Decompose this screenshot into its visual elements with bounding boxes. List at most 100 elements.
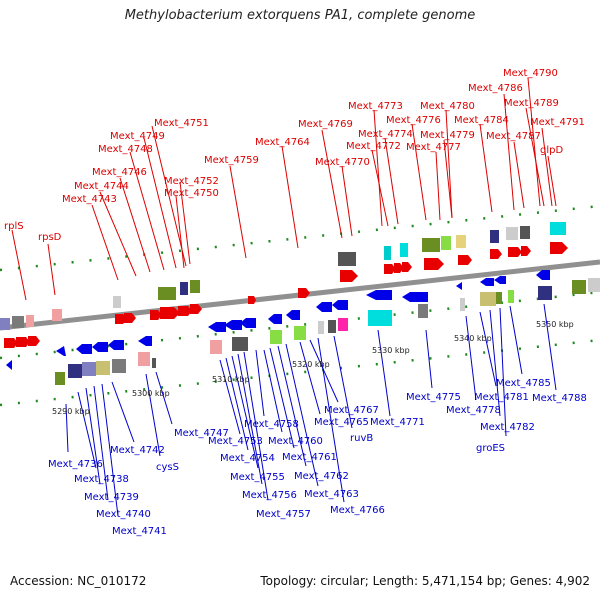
gene-arrow[interactable] xyxy=(16,337,30,347)
gene-arrow[interactable] xyxy=(190,304,202,314)
gene-box[interactable] xyxy=(550,222,566,235)
gene-box[interactable] xyxy=(55,372,65,385)
gene-label-bottom: Mext_4763 xyxy=(304,489,359,500)
genome-summary-text: Topology: circular; Length: 5,471,154 bp… xyxy=(260,574,590,588)
gene-box[interactable] xyxy=(112,359,126,373)
gene-label-top: Mext_4751 xyxy=(154,118,209,129)
gene-arrow[interactable] xyxy=(208,322,226,332)
gene-box[interactable] xyxy=(520,226,530,239)
gene-box[interactable] xyxy=(190,280,200,293)
gene-arrow[interactable] xyxy=(402,292,428,302)
gene-box[interactable] xyxy=(538,286,552,300)
gene-arrow[interactable] xyxy=(248,296,256,304)
gene-box[interactable] xyxy=(138,352,150,366)
gene-arrow[interactable] xyxy=(521,246,531,256)
gene-arrow[interactable] xyxy=(508,247,522,257)
gene-box[interactable] xyxy=(338,318,348,331)
gene-arrow[interactable] xyxy=(536,270,550,280)
gene-box[interactable] xyxy=(180,282,188,295)
gene-arrow[interactable] xyxy=(124,313,136,323)
gene-arrow[interactable] xyxy=(6,360,12,370)
tick-label: 5300 kbp xyxy=(132,389,170,398)
gene-box[interactable] xyxy=(210,340,222,354)
tick-label: 5340 kbp xyxy=(454,334,492,343)
gene-label-top: Mext_4743 xyxy=(62,194,117,205)
gene-arrow[interactable] xyxy=(28,336,40,346)
gene-box[interactable] xyxy=(270,330,282,344)
gene-box[interactable] xyxy=(400,243,408,257)
gene-box[interactable] xyxy=(460,298,465,311)
gene-arrow[interactable] xyxy=(402,262,412,272)
gene-box[interactable] xyxy=(158,287,176,300)
gene-box[interactable] xyxy=(456,235,466,248)
gene-arrow[interactable] xyxy=(160,307,180,319)
gene-arrow[interactable] xyxy=(178,306,192,316)
gene-arrow[interactable] xyxy=(456,282,462,290)
gene-label-top: Mext_4790 xyxy=(503,68,558,79)
gene-box[interactable] xyxy=(490,230,499,243)
bottom-callouts xyxy=(65,303,557,517)
gene-box[interactable] xyxy=(96,361,110,375)
gene-box[interactable] xyxy=(508,290,514,303)
gene-box[interactable] xyxy=(113,296,121,308)
gene-label-bottom: ruvB xyxy=(350,433,373,444)
gene-arrow[interactable] xyxy=(298,288,310,298)
gene-box[interactable] xyxy=(368,310,392,326)
gene-arrow[interactable] xyxy=(138,336,152,346)
gene-arrow[interactable] xyxy=(224,320,242,330)
gene-arrow[interactable] xyxy=(550,242,568,254)
gene-box[interactable] xyxy=(232,337,248,351)
gene-box[interactable] xyxy=(328,320,336,333)
gene-box[interactable] xyxy=(384,246,391,260)
gene-arrow[interactable] xyxy=(424,258,444,270)
gene-box[interactable] xyxy=(588,278,600,292)
gene-label-bottom: Mext_4756 xyxy=(242,490,297,501)
gene-arrow[interactable] xyxy=(76,344,92,354)
gene-box[interactable] xyxy=(338,252,356,266)
gene-arrow[interactable] xyxy=(4,338,18,348)
gene-label-top: Mext_4749 xyxy=(110,131,165,142)
gene-box[interactable] xyxy=(0,318,10,330)
gene-box[interactable] xyxy=(441,236,451,250)
gene-box[interactable] xyxy=(68,364,82,378)
gene-label-bottom: Mext_4755 xyxy=(230,472,285,483)
gene-box[interactable] xyxy=(418,304,428,318)
gene-box[interactable] xyxy=(26,315,34,327)
gene-arrow[interactable] xyxy=(240,318,256,328)
gene-arrow[interactable] xyxy=(394,263,404,273)
gene-arrow[interactable] xyxy=(92,342,108,352)
gene-arrow[interactable] xyxy=(268,314,282,324)
gene-arrow[interactable] xyxy=(366,290,392,300)
gene-arrow[interactable] xyxy=(458,255,472,265)
gene-label-top: Mext_4770 xyxy=(315,157,370,168)
gene-box[interactable] xyxy=(152,358,156,368)
gene-box[interactable] xyxy=(496,292,502,304)
gene-label-bottom: Mext_4747 xyxy=(174,428,229,439)
gene-arrow[interactable] xyxy=(490,249,502,259)
gene-box[interactable] xyxy=(480,292,496,306)
gene-box[interactable] xyxy=(422,238,440,252)
gene-box[interactable] xyxy=(318,321,324,334)
gene-label-bottom: Mext_4740 xyxy=(96,509,151,520)
gene-box[interactable] xyxy=(82,362,96,376)
gene-arrow[interactable] xyxy=(150,310,162,320)
gene-box[interactable] xyxy=(294,326,306,340)
gene-arrow[interactable] xyxy=(340,270,358,282)
gene-box[interactable] xyxy=(12,316,24,328)
gene-box[interactable] xyxy=(572,280,586,294)
gene-arrow[interactable] xyxy=(480,278,494,286)
gene-label-bottom: Mext_4778 xyxy=(446,405,501,416)
gene-arrow[interactable] xyxy=(286,310,300,320)
gene-arrow[interactable] xyxy=(108,340,124,350)
gene-arrow[interactable] xyxy=(332,300,348,310)
gene-label-top: Mext_4780 xyxy=(420,101,475,112)
gene-box[interactable] xyxy=(506,227,518,240)
gene-label-top: Mext_4746 xyxy=(92,167,147,178)
gene-arrow[interactable] xyxy=(316,302,332,312)
gene-box[interactable] xyxy=(52,309,62,321)
gene-arrow[interactable] xyxy=(384,264,396,274)
gene-arrow[interactable] xyxy=(494,276,506,284)
gene-label-bottom: Mext_4758 xyxy=(244,419,299,430)
gene-arrow[interactable] xyxy=(56,346,66,356)
